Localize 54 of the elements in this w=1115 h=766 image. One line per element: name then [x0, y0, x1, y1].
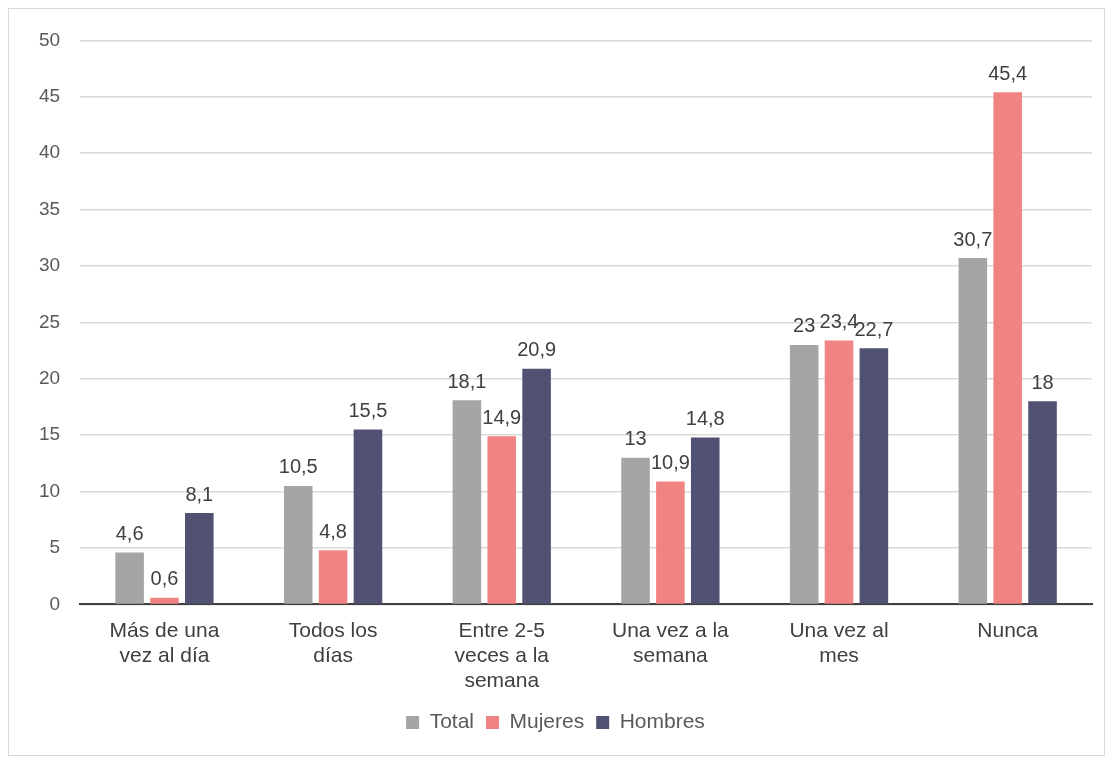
data-label: 14,9: [482, 405, 522, 428]
bar: [522, 368, 551, 604]
bar: [690, 437, 720, 604]
bar: [150, 597, 179, 604]
bar: [283, 485, 313, 604]
y-tick-label: 15: [38, 423, 61, 445]
bar: [656, 481, 685, 604]
bar: [185, 513, 214, 604]
x-tick-label: Nunca: [977, 617, 1039, 641]
x-tick-label: Una vez a la semana: [612, 617, 730, 666]
data-label: 4,8: [319, 519, 348, 542]
data-label: 45,4: [988, 61, 1028, 84]
data-label: 8,1: [185, 482, 214, 505]
legend-label: Mujeres: [509, 709, 585, 733]
data-label: 14,8: [685, 406, 725, 429]
data-label: 10,5: [278, 455, 318, 478]
data-label: 20,9: [517, 338, 557, 361]
legend-label: Total: [429, 709, 474, 733]
data-label: 13: [624, 427, 647, 450]
bar: [993, 92, 1022, 604]
data-label: 23: [793, 314, 816, 337]
bar: [452, 400, 482, 604]
bar: [789, 344, 819, 604]
x-tick-label: Todos los días: [288, 617, 378, 666]
data-label: 15,5: [348, 399, 388, 422]
data-label: 4,6: [115, 522, 144, 545]
bar: [859, 348, 889, 604]
bar: [487, 436, 517, 604]
y-tick-label: 5: [49, 536, 61, 558]
y-tick-label: 50: [38, 28, 61, 50]
bar: [621, 457, 650, 604]
y-tick-label: 30: [38, 254, 61, 276]
x-tick-label: Entre 2-5 veces a la semana: [454, 617, 550, 692]
bar: [824, 340, 854, 604]
bar: [318, 550, 348, 604]
bar: [353, 429, 383, 604]
bar: [1028, 401, 1057, 604]
y-tick-label: 40: [38, 141, 61, 163]
data-label: 0,6: [150, 567, 179, 590]
y-tick-label: 0: [49, 592, 61, 614]
data-label: 18,1: [447, 369, 487, 392]
y-tick-label: 25: [38, 310, 61, 332]
legend-label: Hombres: [619, 709, 705, 733]
x-tick-label: Una vez al mes: [789, 617, 889, 666]
data-label: 18: [1031, 370, 1054, 393]
y-tick-label: 35: [38, 197, 61, 219]
x-tick-label: Más de una vez al día: [109, 617, 220, 666]
bar: [958, 258, 988, 604]
y-tick-label: 45: [38, 85, 61, 107]
y-tick-label: 20: [38, 367, 61, 389]
y-tick-label: 10: [38, 479, 61, 501]
data-label: 30,7: [953, 227, 993, 250]
data-label: 10,9: [650, 450, 690, 473]
bar: [115, 552, 144, 604]
